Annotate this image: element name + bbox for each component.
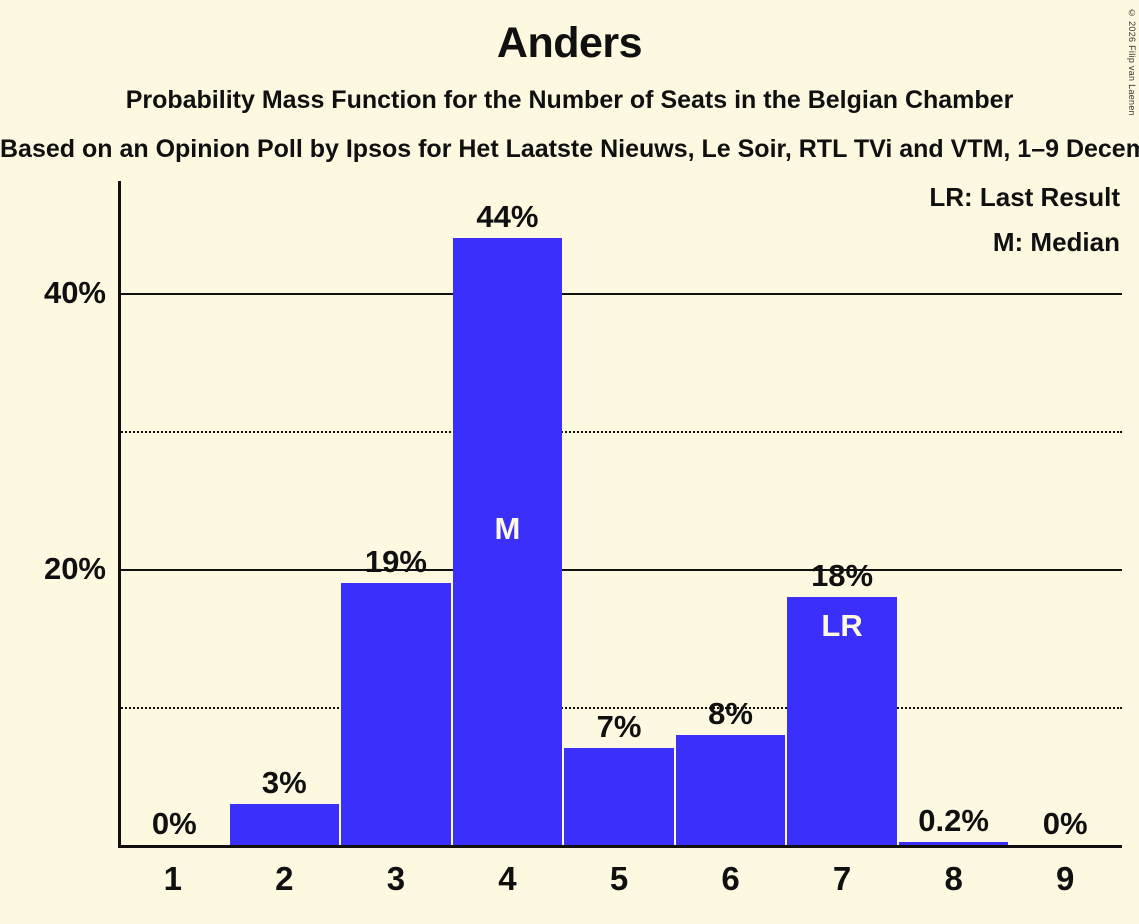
gridline-20 — [118, 569, 1122, 571]
bar-value-label-2: 3% — [261, 764, 307, 800]
x-tick-label-1: 1 — [163, 860, 182, 897]
gridline-40 — [118, 293, 1122, 295]
bar-value-label-6: 8% — [708, 695, 753, 731]
table-row[interactable]: 0.2% — [898, 178, 1009, 845]
x-tick-label-3: 3 — [386, 860, 406, 897]
y-tick-label-20%: 20% — [43, 551, 106, 586]
table-row[interactable]: 44% M — [452, 178, 563, 845]
copyright-notice: © 2026 Filip van Laenen — [1127, 8, 1137, 116]
bar-4[interactable] — [452, 237, 563, 845]
table-row[interactable]: 0% — [121, 178, 228, 845]
x-tick-label-7: 7 — [832, 860, 852, 897]
gridline-10 — [118, 707, 1122, 709]
bar-3[interactable] — [341, 582, 451, 845]
x-tick-label-8: 8 — [944, 860, 963, 897]
bar-value-label-7: 18% — [811, 557, 874, 593]
table-row[interactable]: 8% — [675, 178, 786, 845]
bar-value-label-5: 7% — [596, 709, 642, 745]
bar-value-label-1: 0% — [151, 806, 197, 841]
bar-value-label-9: 0% — [1042, 806, 1088, 841]
bar-2[interactable] — [229, 803, 340, 845]
chart-legend: LR: Last Result M: Median — [929, 184, 1120, 274]
bar-8[interactable] — [898, 842, 1009, 845]
chart-subtitle-source: Based on an Opinion Poll by Ipsos for He… — [0, 135, 1139, 163]
bar-6[interactable] — [675, 734, 786, 845]
legend-item-median: M: Median — [992, 227, 1120, 257]
chart-subtitle: Probability Mass Function for the Number… — [125, 86, 1014, 114]
bar-marker-lr: LR — [821, 607, 863, 643]
x-tick-label-2: 2 — [275, 860, 294, 897]
page-title: Anders — [496, 19, 643, 67]
x-tick-label-4: 4 — [498, 860, 517, 897]
bar-marker-m: M — [494, 510, 521, 546]
gridline-30 — [118, 431, 1122, 433]
bar-7[interactable] — [787, 596, 897, 845]
table-row[interactable]: 0% — [1010, 178, 1120, 845]
table-row[interactable]: 19% — [341, 178, 451, 845]
table-row[interactable]: 18% LR — [787, 178, 897, 845]
x-tick-label-6: 6 — [721, 860, 740, 897]
bar-value-label-3: 19% — [364, 543, 427, 579]
x-tick-label-9: 9 — [1056, 860, 1075, 897]
x-tick-label-5: 5 — [609, 860, 629, 897]
plot-area: 0% 3% 19% 44% M 7% 8% 18% LR 0.2% 0% — [118, 181, 1122, 848]
y-tick-label-40%: 40% — [43, 275, 106, 310]
x-axis-line — [118, 845, 1122, 848]
legend-item-last-result: LR: Last Result — [929, 182, 1120, 212]
bar-value-label-4: 44% — [476, 198, 539, 234]
bar-value-label-8: 0.2% — [918, 803, 989, 839]
table-row[interactable]: 3% — [229, 178, 340, 845]
table-row[interactable]: 7% — [564, 178, 674, 845]
bar-5[interactable] — [564, 748, 674, 845]
y-axis-line — [118, 181, 121, 848]
